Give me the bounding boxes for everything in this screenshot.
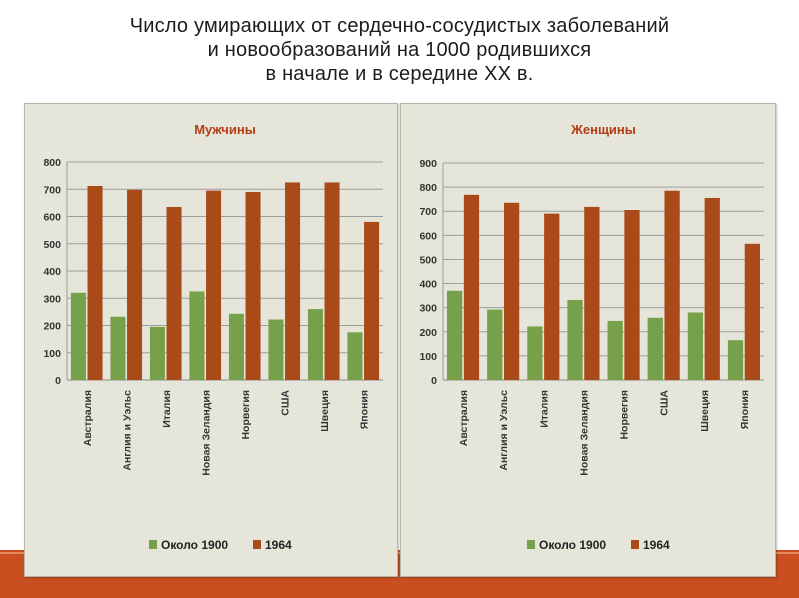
bar-c1900-7 bbox=[727, 340, 744, 380]
bar-c1900-5 bbox=[647, 317, 663, 380]
bar-c1900-0 bbox=[70, 292, 86, 380]
x-tick-label: Швеция bbox=[319, 390, 331, 432]
y-tick-label: 200 bbox=[43, 321, 61, 333]
y-tick-label: 500 bbox=[43, 239, 61, 251]
x-tick-label: Новая Зеландия bbox=[578, 390, 590, 476]
x-tick-label: Новая Зеландия bbox=[200, 390, 212, 476]
bar-y1964-1 bbox=[127, 189, 143, 380]
y-tick-label: 400 bbox=[43, 266, 61, 278]
legend-label-0: Около 1900 bbox=[539, 538, 606, 552]
page-title-line-3: в начале и в середине XX в. bbox=[265, 63, 534, 85]
legend-swatch-0 bbox=[527, 540, 535, 549]
bar-y1964-5 bbox=[664, 190, 680, 380]
bar-y1964-4 bbox=[624, 210, 640, 380]
y-tick-label: 600 bbox=[419, 230, 437, 242]
x-tick-label: Австралия bbox=[458, 390, 470, 446]
bar-y1964-0 bbox=[463, 194, 480, 380]
x-tick-label: Норвегия bbox=[240, 390, 252, 440]
bar-y1964-1 bbox=[503, 202, 520, 380]
y-tick-label: 200 bbox=[419, 327, 437, 339]
x-tick-label: Англия и Уэльс bbox=[498, 390, 510, 471]
chart-panel-men: Мужчины 0 100 200 300 400 500 600 700 800 Австрали… bbox=[24, 103, 398, 577]
bar-c1900-1 bbox=[487, 309, 503, 380]
page-title: Число умирающих от сердечно-сосудистых з… bbox=[0, 14, 799, 86]
x-tick-label: Австралия bbox=[82, 390, 94, 446]
bar-c1900-0 bbox=[447, 290, 463, 380]
legend-swatch-1 bbox=[631, 540, 639, 549]
bar-y1964-6 bbox=[324, 182, 340, 380]
legend-label-1: 1964 bbox=[265, 538, 292, 552]
page-title-line-1: Число умирающих от сердечно-сосудистых з… bbox=[129, 15, 670, 37]
chart-title: Женщины bbox=[570, 122, 636, 137]
y-tick-label: 800 bbox=[43, 157, 61, 169]
bar-c1900-6 bbox=[307, 309, 323, 380]
bar-y1964-5 bbox=[285, 182, 301, 380]
y-tick-label: 500 bbox=[419, 254, 437, 266]
legend-swatch-0 bbox=[149, 540, 157, 549]
x-tick-label: США bbox=[279, 390, 291, 416]
bar-c1900-4 bbox=[607, 320, 623, 380]
x-tick-label: США bbox=[659, 390, 671, 416]
x-tick-label: Норвегия bbox=[619, 390, 631, 440]
bar-c1900-1 bbox=[110, 316, 126, 380]
y-tick-label: 100 bbox=[419, 351, 437, 363]
bar-c1900-2 bbox=[149, 326, 165, 380]
bar-y1964-7 bbox=[364, 221, 380, 380]
x-tick-label: Италия bbox=[161, 390, 173, 428]
bar-c1900-3 bbox=[567, 299, 583, 380]
y-tick-label: 600 bbox=[43, 212, 61, 224]
bar-y1964-4 bbox=[245, 191, 261, 380]
y-tick-label: 300 bbox=[43, 293, 61, 305]
bar-c1900-3 bbox=[189, 291, 205, 380]
legend-label-0: Около 1900 bbox=[161, 538, 228, 552]
x-tick-label: Япония bbox=[358, 390, 370, 429]
y-tick-label: 300 bbox=[419, 303, 437, 315]
chart-title: Мужчины bbox=[194, 122, 256, 137]
y-tick-label: 900 bbox=[419, 158, 437, 170]
chart-men: Мужчины 0 100 200 300 400 500 600 700 800 Австрали… bbox=[43, 122, 383, 552]
y-tick-label: 400 bbox=[419, 279, 437, 291]
y-tick-label: 100 bbox=[43, 348, 61, 360]
legend-swatch-1 bbox=[253, 540, 261, 549]
bar-y1964-6 bbox=[704, 197, 720, 380]
bar-c1900-2 bbox=[527, 326, 543, 380]
bar-c1900-4 bbox=[228, 313, 244, 380]
bar-y1964-3 bbox=[206, 190, 222, 380]
bar-y1964-2 bbox=[544, 213, 560, 380]
bar-y1964-7 bbox=[744, 243, 760, 380]
page-title-line-2: и новообразований на 1000 родившихся bbox=[207, 39, 592, 61]
bar-c1900-7 bbox=[347, 332, 363, 380]
x-tick-label: Япония bbox=[739, 390, 751, 429]
y-tick-label: 0 bbox=[55, 375, 61, 387]
bar-y1964-2 bbox=[166, 206, 182, 380]
legend-label-1: 1964 bbox=[643, 538, 670, 552]
x-tick-label: Англия и Уэльс bbox=[121, 390, 133, 471]
y-tick-label: 0 bbox=[431, 375, 437, 387]
y-tick-label: 700 bbox=[43, 184, 61, 196]
y-tick-label: 700 bbox=[419, 206, 437, 218]
y-tick-label: 800 bbox=[419, 182, 437, 194]
bottom-decor-line bbox=[0, 552, 799, 554]
chart-panel-women: Женщины 0 100 200 300 400 500 600 700 800 900 Австр… bbox=[400, 103, 776, 577]
chart-women: Женщины 0 100 200 300 400 500 600 700 800 900 Австр… bbox=[419, 122, 764, 552]
bar-c1900-6 bbox=[687, 312, 704, 380]
bar-y1964-3 bbox=[584, 206, 600, 380]
bar-y1964-0 bbox=[87, 185, 103, 380]
bar-c1900-5 bbox=[268, 319, 284, 380]
x-tick-label: Италия bbox=[538, 390, 550, 428]
x-tick-label: Швеция bbox=[699, 390, 711, 432]
